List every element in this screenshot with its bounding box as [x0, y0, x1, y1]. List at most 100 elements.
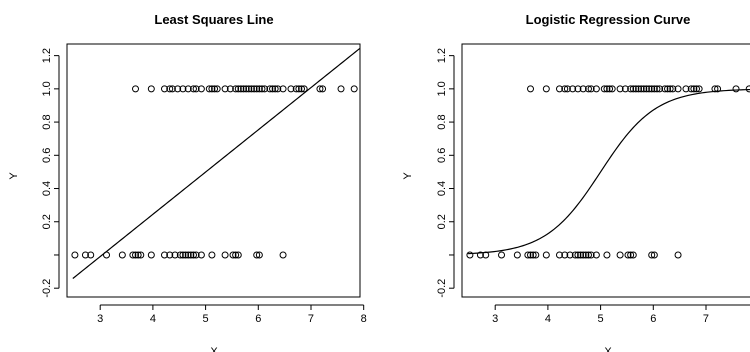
data-point: [579, 251, 587, 259]
data-point: [587, 85, 595, 93]
data-point: [179, 85, 187, 93]
data-point: [279, 251, 287, 259]
x-axis-label-group: X: [210, 346, 218, 352]
data-point: [211, 85, 219, 93]
plot-frame: [461, 43, 750, 298]
data-point: [319, 85, 327, 93]
data-point: [527, 85, 535, 93]
data-point: [561, 251, 569, 259]
data-point: [579, 85, 587, 93]
data-point: [292, 85, 300, 93]
data-point: [253, 85, 261, 93]
data-point: [527, 251, 535, 259]
x-axis-label: X: [210, 346, 218, 352]
data-point: [645, 85, 653, 93]
data-point: [637, 85, 645, 93]
data-point: [316, 85, 324, 93]
data-point: [627, 85, 635, 93]
data-point: [137, 251, 145, 259]
data-point: [237, 85, 245, 93]
data-point: [269, 85, 277, 93]
data-point: [221, 85, 229, 93]
data-point: [582, 251, 590, 259]
data-point: [600, 85, 608, 93]
data-point: [81, 251, 89, 259]
x-tick-label: 6: [255, 313, 261, 325]
y-tick-label: -0.2: [41, 279, 53, 298]
data-point: [624, 251, 632, 259]
data-point: [132, 85, 140, 93]
data-point: [627, 251, 635, 259]
data-point: [189, 251, 197, 259]
data-point: [132, 251, 140, 259]
data-point: [606, 85, 614, 93]
data-point: [240, 85, 248, 93]
panel-logistic: Logistic Regression Curve X Y 345678-0.2…: [402, 12, 750, 352]
data-point: [247, 85, 255, 93]
data-point: [650, 251, 658, 259]
data-point: [118, 251, 126, 259]
data-point: [250, 85, 258, 93]
data-point: [160, 251, 168, 259]
data-point: [648, 85, 656, 93]
data-point: [229, 251, 237, 259]
data-point: [279, 85, 287, 93]
data-point: [134, 251, 142, 259]
panel-least-squares: Least Squares Line X Y 3 4 5 6 7 8 -0.2 0.2 0.4 0…: [8, 12, 367, 352]
data-point: [498, 251, 506, 259]
data-point: [337, 85, 345, 93]
data-point: [189, 85, 197, 93]
data-point: [577, 251, 585, 259]
x-axis-label-group: X: [604, 346, 612, 352]
data-point: [179, 251, 187, 259]
data-point: [532, 251, 540, 259]
data-point: [147, 251, 155, 259]
x-tick-label: 7: [703, 313, 709, 325]
data-point: [513, 251, 521, 259]
data-point: [674, 85, 682, 93]
data-point: [629, 251, 637, 259]
data-point: [693, 85, 701, 93]
data-point: [295, 85, 303, 93]
data-point: [208, 85, 216, 93]
data-point: [87, 251, 95, 259]
data-point: [266, 85, 274, 93]
y-tick-label: 1.2: [41, 48, 53, 63]
data-point: [664, 85, 672, 93]
data-point: [563, 85, 571, 93]
y-tick-label: 0.6: [436, 148, 448, 163]
data-point: [674, 251, 682, 259]
data-point: [476, 251, 484, 259]
data-point: [592, 85, 600, 93]
data-point: [298, 85, 306, 93]
data-point: [695, 85, 703, 93]
data-point: [261, 85, 269, 93]
data-point: [274, 85, 282, 93]
y-tick-label: 0.4: [436, 181, 448, 196]
data-point: [166, 85, 174, 93]
x-tick-label: 7: [308, 313, 314, 325]
data-point: [176, 251, 184, 259]
data-point: [616, 251, 624, 259]
data-point: [232, 251, 240, 259]
data-point: [524, 251, 532, 259]
data-point: [529, 251, 537, 259]
data-point: [566, 251, 574, 259]
data-point: [592, 251, 600, 259]
x-tick-label: 5: [203, 313, 209, 325]
y-tick-label: 1.0: [41, 81, 53, 96]
data-point: [648, 251, 656, 259]
data-point: [221, 251, 229, 259]
data-point: [253, 251, 261, 259]
data-point: [255, 85, 263, 93]
x-tick-label: 4: [545, 313, 551, 325]
data-point: [561, 85, 569, 93]
data-point: [640, 85, 648, 93]
data-point: [608, 85, 616, 93]
data-point: [587, 251, 595, 259]
data-point: [226, 85, 234, 93]
data-point: [555, 251, 563, 259]
x-tick-label: 4: [150, 313, 156, 325]
